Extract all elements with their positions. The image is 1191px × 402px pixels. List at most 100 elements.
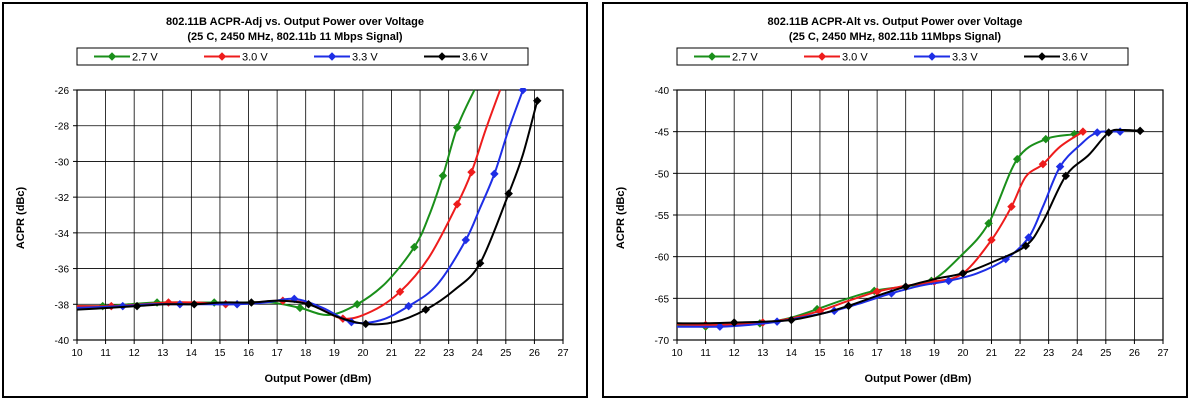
x-tick-label: 15 — [814, 348, 826, 359]
chart-subtitle: (25 C, 2450 MHz, 802.11b 11Mbps Signal) — [789, 31, 1001, 43]
x-tick-label: 23 — [1043, 348, 1055, 359]
x-tick-label: 27 — [1157, 348, 1169, 359]
data-point — [452, 123, 462, 132]
legend-label: 3.3 V — [352, 52, 378, 64]
x-tick-label: 21 — [986, 348, 998, 359]
x-tick-label: 13 — [757, 348, 769, 359]
x-tick-label: 24 — [472, 348, 484, 359]
acpr-alt-chart-panel: 802.11B ACPR-Alt vs. Output Power over V… — [602, 2, 1188, 398]
x-tick-label: 10 — [671, 348, 683, 359]
y-axis-label: ACPR (dBc) — [615, 187, 627, 250]
series-27Vv — [677, 129, 1084, 331]
data-point — [958, 269, 968, 278]
data-point — [247, 298, 256, 307]
legend-label: 3.6 V — [1062, 52, 1088, 64]
data-point — [164, 298, 173, 307]
series-line — [77, 89, 476, 317]
chart-title: 802.11B ACPR-Adj vs. Output Power over V… — [166, 16, 424, 28]
acpr-alt-chart: 802.11B ACPR-Alt vs. Output Power over V… — [615, 16, 1169, 385]
data-point — [421, 305, 431, 314]
y-tick-label: -45 — [655, 128, 670, 139]
legend-box — [76, 47, 529, 66]
x-tick-label: 12 — [729, 348, 741, 359]
data-point — [1093, 128, 1102, 137]
data-point — [304, 300, 313, 309]
data-point — [295, 303, 305, 313]
x-axis-label: Output Power (dBm) — [865, 373, 972, 385]
series-36Vv — [677, 126, 1145, 327]
data-point — [872, 287, 882, 296]
x-tick-label: 24 — [1072, 348, 1084, 359]
data-point — [438, 171, 448, 180]
x-tick-label: 11 — [700, 348, 711, 359]
data-point — [361, 319, 370, 329]
x-tick-label: 11 — [100, 348, 111, 359]
data-point — [132, 301, 142, 311]
plot-area-frame — [676, 89, 1164, 341]
series-33Vv — [677, 127, 1125, 331]
series-line — [677, 128, 1141, 325]
x-tick-label: 27 — [557, 348, 569, 359]
data-point — [490, 169, 499, 179]
y-tick-label: -65 — [655, 294, 670, 305]
series-30Vv — [77, 89, 502, 323]
y-tick-label: -40 — [655, 86, 670, 97]
legend-swatch-marker — [437, 52, 447, 61]
x-tick-label: 20 — [957, 348, 969, 359]
legend-label: 3.6 V — [462, 52, 488, 64]
chart-title: 802.11B ACPR-Alt vs. Output Power over V… — [768, 16, 1023, 28]
series-36Vv — [77, 96, 542, 329]
x-tick-label: 10 — [71, 348, 83, 359]
legend: 2.7 V 3.0 V 3.3 V 3.6 V — [76, 47, 529, 66]
y-tick-label: -38 — [55, 300, 70, 311]
x-tick-label: 15 — [214, 348, 226, 359]
data-point — [944, 276, 953, 286]
series-27Vv — [77, 89, 476, 317]
chart-subtitle: (25 C, 2450 MHz, 802.11b 11 Mbps Signal) — [187, 31, 403, 43]
x-tick-label: 21 — [386, 348, 398, 359]
x-tick-label: 14 — [786, 348, 798, 359]
y-tick-label: -32 — [55, 193, 70, 204]
data-point — [1135, 126, 1145, 136]
y-tick-label: -40 — [55, 336, 70, 347]
data-point — [729, 318, 739, 327]
plot-area-frame — [76, 89, 564, 341]
x-tick-label: 18 — [300, 348, 312, 359]
data-point — [518, 88, 528, 95]
data-point — [189, 300, 199, 309]
x-tick-label: 16 — [843, 348, 855, 359]
x-tick-label: 26 — [529, 348, 541, 359]
y-tick-label: -34 — [55, 229, 70, 240]
y-tick-label: -26 — [55, 86, 70, 97]
legend-label: 3.0 V — [842, 52, 868, 64]
x-tick-label: 22 — [414, 348, 426, 359]
data-point — [844, 301, 853, 311]
x-tick-label: 22 — [1014, 348, 1026, 359]
x-tick-label: 19 — [929, 348, 941, 359]
y-tick-label: -70 — [655, 336, 670, 347]
legend-swatch-marker — [107, 52, 117, 61]
legend: 2.7 V 3.0 V 3.3 V 3.6 V — [676, 47, 1129, 66]
series-30Vv — [677, 127, 1088, 330]
acpr-adj-chart: 802.11B ACPR-Adj vs. Output Power over V… — [15, 16, 569, 385]
x-tick-label: 23 — [443, 348, 455, 359]
x-tick-label: 26 — [1129, 348, 1141, 359]
data-point — [1007, 202, 1016, 211]
legend-label: 3.0 V — [242, 52, 268, 64]
data-point — [410, 242, 419, 252]
x-tick-label: 12 — [129, 348, 141, 359]
data-point — [461, 235, 471, 245]
y-tick-label: -50 — [655, 169, 670, 180]
y-tick-label: -36 — [55, 265, 70, 276]
x-tick-label: 13 — [157, 348, 169, 359]
x-tick-label: 25 — [500, 348, 512, 359]
x-tick-label: 18 — [900, 348, 912, 359]
data-point — [715, 322, 725, 331]
data-point — [452, 200, 462, 209]
legend-label: 2.7 V — [132, 52, 158, 64]
data-point — [1115, 127, 1125, 136]
data-point — [701, 320, 710, 330]
y-axis-label: ACPR (dBc) — [15, 187, 27, 250]
data-point — [475, 258, 485, 268]
data-point — [404, 301, 413, 311]
